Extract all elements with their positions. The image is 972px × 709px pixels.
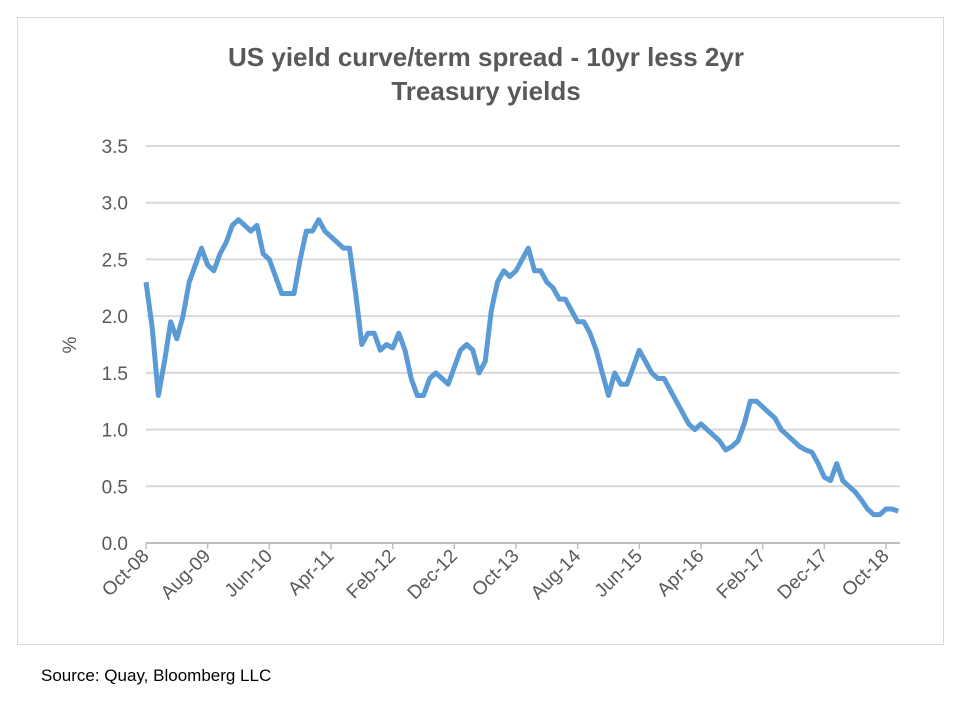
y-axis-label: %	[60, 336, 81, 353]
x-tick-label: Feb-17	[713, 546, 770, 603]
y-tick-label: 0.5	[102, 477, 128, 498]
series-line	[143, 217, 900, 518]
chart-frame	[17, 17, 944, 645]
source-note: Source: Quay, Bloomberg LLC	[41, 666, 272, 685]
x-tick-label: Dec-17	[774, 546, 832, 604]
chart-title-line1: US yield curve/term spread - 10yr less 2…	[228, 42, 744, 72]
y-tick-label: 0.0	[102, 534, 128, 555]
x-tick-label: Jun-15	[591, 546, 647, 602]
y-tick-label: 1.0	[102, 421, 128, 442]
chart-title: US yield curve/term spread - 10yr less 2…	[0, 40, 972, 108]
y-tick-label: 3.0	[102, 194, 128, 215]
x-tick-label: Aug-09	[157, 546, 215, 604]
y-tick-label: 1.5	[102, 364, 128, 385]
y-tick-label: 3.5	[102, 137, 128, 158]
x-tick-label: Dec-12	[404, 546, 462, 604]
x-tick-label: Aug-14	[527, 545, 585, 603]
y-tick-label: 2.5	[102, 250, 128, 271]
y-tick-label: 2.0	[102, 307, 128, 328]
x-tick-label: Oct-18	[838, 546, 893, 601]
x-tick-label: Apr-16	[653, 546, 708, 601]
x-tick-label: Jun-10	[221, 546, 277, 602]
chart-title-line2: Treasury yields	[391, 76, 581, 106]
x-tick-label: Oct-13	[468, 546, 523, 601]
x-tick-label: Feb-12	[343, 546, 400, 603]
x-tick-label: Apr-11	[284, 546, 338, 600]
